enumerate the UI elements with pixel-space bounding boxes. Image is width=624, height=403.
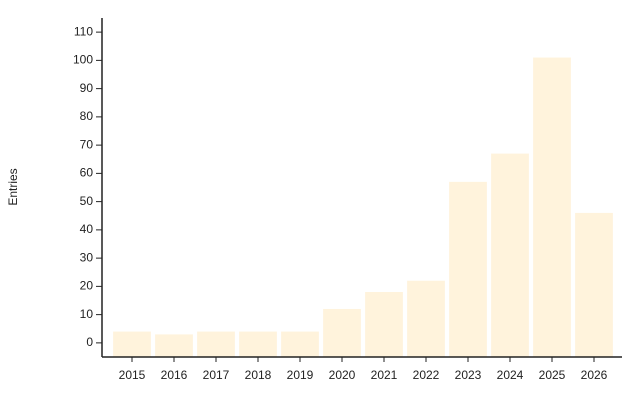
x-tick-label: 2015 (119, 368, 146, 382)
y-tick-label: 50 (80, 194, 94, 208)
x-tick-label: 2017 (203, 368, 230, 382)
bar (155, 334, 193, 357)
y-tick-label: 90 (80, 81, 94, 95)
x-tick-label: 2019 (287, 368, 314, 382)
y-tick-label: 20 (80, 279, 94, 293)
bar (533, 57, 571, 358)
y-tick-label: 40 (80, 222, 94, 236)
x-tick-label: 2025 (539, 368, 566, 382)
y-tick-label: 60 (80, 166, 94, 180)
y-tick-label: 70 (80, 137, 94, 151)
bar (197, 331, 235, 357)
bar (491, 153, 529, 357)
y-tick-label: 10 (80, 307, 94, 321)
y-tick-label: 110 (74, 24, 93, 38)
y-tick-label: 80 (80, 109, 94, 123)
x-tick-label: 2016 (161, 368, 188, 382)
x-tick-label: 2021 (371, 368, 398, 382)
bar (365, 292, 403, 357)
y-tick-label: 100 (73, 53, 93, 67)
x-tick-label: 2020 (329, 368, 356, 382)
bar (323, 308, 361, 357)
bar (239, 331, 277, 357)
bar (449, 181, 487, 357)
x-tick-label: 2023 (455, 368, 482, 382)
x-tick-label: 2018 (245, 368, 272, 382)
bar (407, 280, 445, 357)
bar (575, 212, 613, 357)
y-tick-label: 0 (86, 335, 93, 349)
bar (281, 331, 319, 357)
y-axis-label: Entries (6, 168, 20, 205)
x-tick-label: 2024 (497, 368, 524, 382)
bar (113, 331, 151, 357)
x-tick-label: 2022 (413, 368, 440, 382)
x-tick-label: 2026 (581, 368, 608, 382)
y-tick-label: 30 (80, 250, 94, 264)
